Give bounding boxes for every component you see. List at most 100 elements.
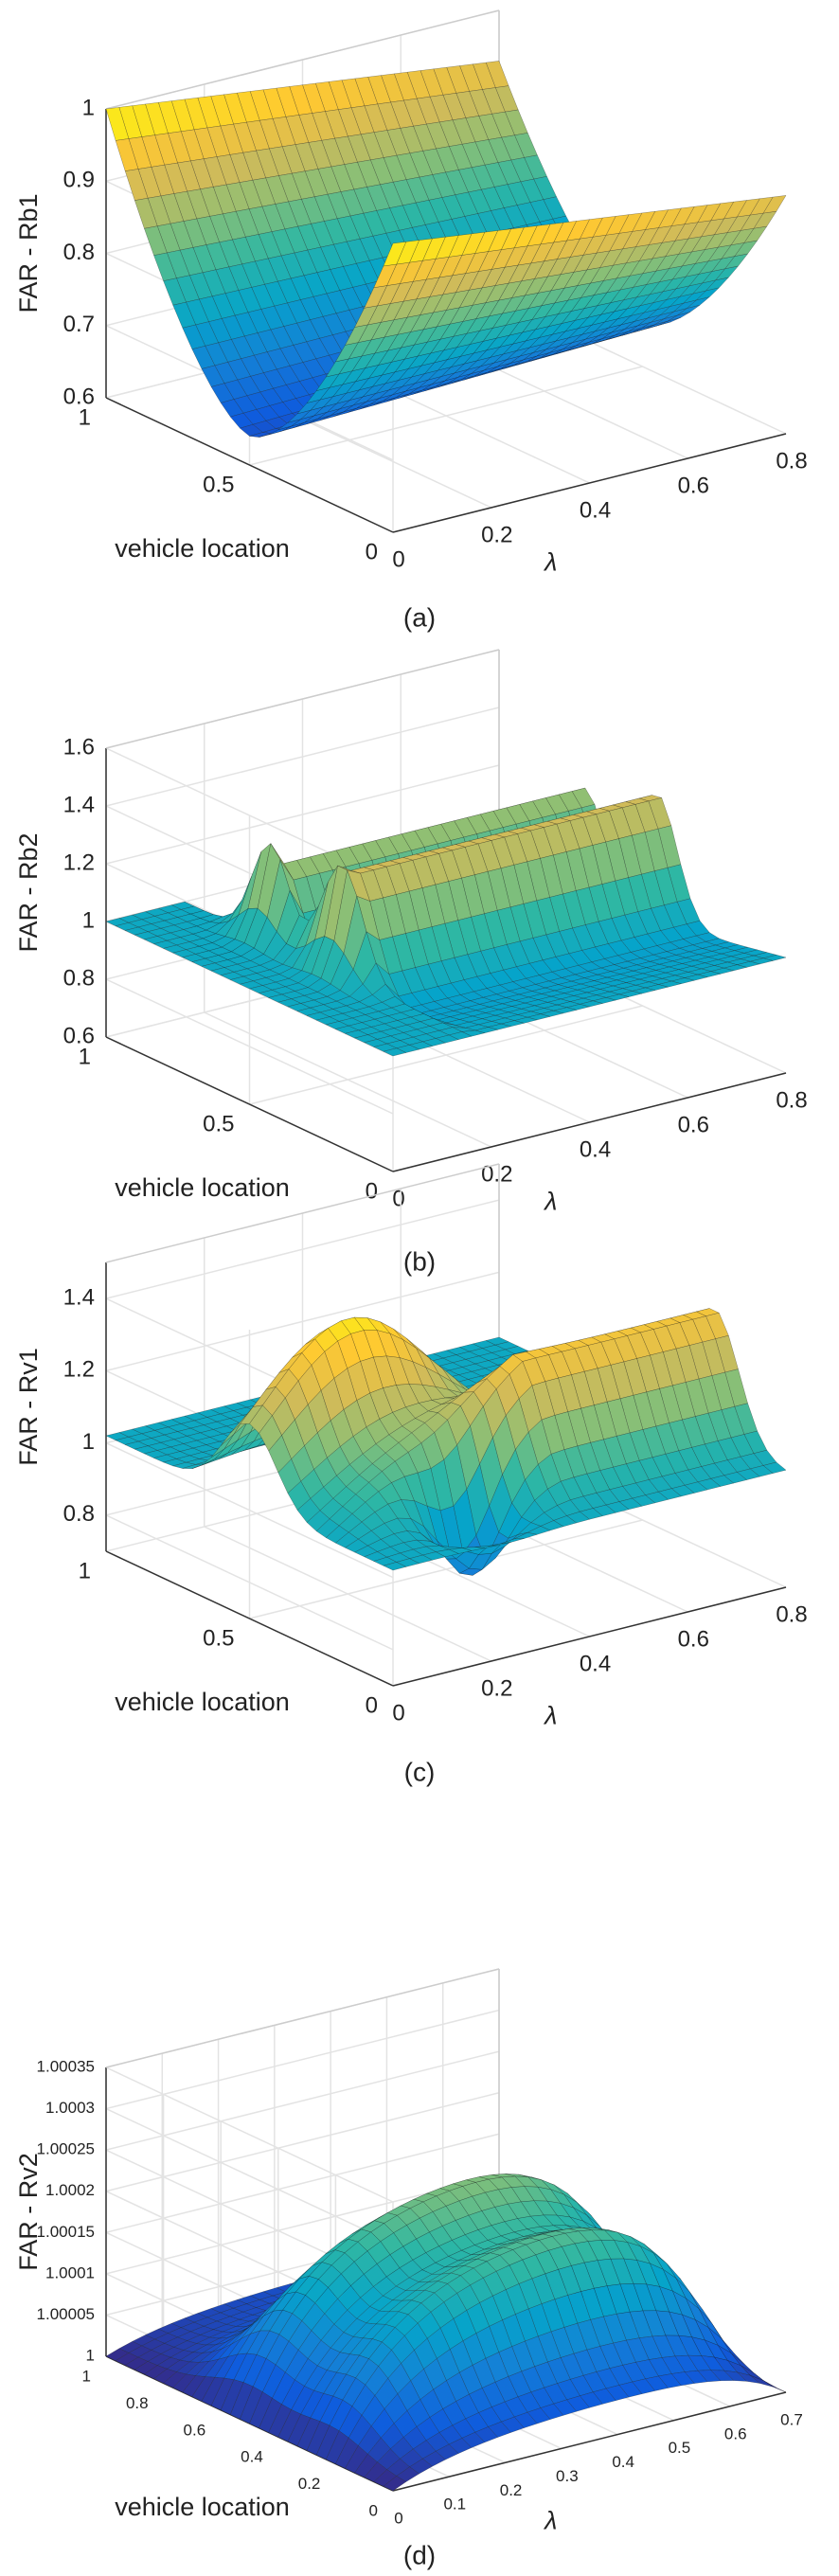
panel: 0.8 1 1.2 1.4 0 0.2 0.4 0.6 0.8 0 0.5 1 FAR - Rv1 veh… xyxy=(14,1163,808,1786)
x-tick-label: 0.6 xyxy=(678,473,709,498)
x-tick-label: 0.7 xyxy=(780,2410,803,2428)
grid-line xyxy=(249,366,643,466)
x-axis-label: λ xyxy=(543,2506,557,2534)
z-tick-label: 1.0002 xyxy=(45,2181,95,2199)
surface-patch xyxy=(383,1047,407,1057)
y-tick-label: 1 xyxy=(79,1044,91,1069)
z-axis-label: FAR - Rb1 xyxy=(14,193,43,313)
grid-line xyxy=(105,2009,500,2110)
z-tick-label: 1.0003 xyxy=(45,2099,95,2117)
x-tick-label: 0 xyxy=(392,1700,404,1726)
x-tick-label: 0.8 xyxy=(776,1087,807,1113)
caption: (d) xyxy=(403,2540,436,2569)
x-tick-label: 0.4 xyxy=(580,497,611,523)
y-tick-label: 0.4 xyxy=(241,2448,263,2466)
y-axis-label: vehicle location xyxy=(115,534,290,563)
axis-line xyxy=(105,397,394,533)
y-tick-label: 0.5 xyxy=(203,1625,234,1651)
z-axis-label: FAR - Rb2 xyxy=(14,832,43,952)
z-tick-label: 1 xyxy=(82,907,95,933)
x-tick-label: 0 xyxy=(392,1186,404,1211)
x-tick-label: 0.8 xyxy=(776,448,807,474)
y-axis-label: vehicle location xyxy=(115,1173,290,1202)
z-tick-label: 0.6 xyxy=(63,384,95,409)
axis-line xyxy=(105,1550,394,1687)
y-tick-label: 0 xyxy=(366,1692,378,1718)
y-tick-label: 0 xyxy=(366,539,378,564)
panel: 0.6 0.8 1 1.2 1.4 1.6 0 0.2 0.4 0.6 0.8 0 0.5 1 FAR - … xyxy=(14,649,808,1276)
grid-line xyxy=(105,2066,394,2203)
z-tick-label: 0.7 xyxy=(63,312,95,337)
x-tick-label: 0 xyxy=(394,2509,402,2527)
z-tick-label: 1.00025 xyxy=(37,2140,95,2158)
x-tick-label: 0.2 xyxy=(481,1161,512,1187)
z-tick-label: 1.2 xyxy=(63,850,95,875)
z-tick-label: 1.00035 xyxy=(37,2057,95,2075)
y-tick-label: 0 xyxy=(369,2501,378,2519)
x-axis-label: λ xyxy=(543,1701,557,1729)
y-tick-label: 0 xyxy=(366,1178,378,1204)
z-axis-label: FAR - Rv2 xyxy=(14,2153,43,2271)
x-tick-label: 0.6 xyxy=(724,2424,747,2442)
grid-line xyxy=(105,2107,394,2245)
x-axis-label: λ xyxy=(543,547,557,576)
axis-line xyxy=(392,2391,787,2492)
box-edge xyxy=(105,649,500,749)
y-axis-label: vehicle location xyxy=(115,2493,290,2521)
axis-line xyxy=(392,1072,787,1172)
surface xyxy=(105,2174,787,2492)
y-tick-label: 0.2 xyxy=(298,2475,321,2493)
z-tick-label: 1 xyxy=(82,95,95,120)
z-tick-label: 0.9 xyxy=(63,168,95,193)
surface xyxy=(105,787,787,1057)
y-tick-label: 0.5 xyxy=(203,472,234,497)
grid-line xyxy=(249,1005,643,1105)
surface-patch xyxy=(383,242,407,267)
y-tick-label: 0.8 xyxy=(126,2394,149,2412)
z-tick-label: 1.00005 xyxy=(37,2305,95,2323)
y-axis-label: vehicle location xyxy=(115,1688,290,1716)
surface-patch xyxy=(383,1562,407,1571)
box-edge xyxy=(105,1968,500,2068)
surface-patch xyxy=(383,2476,407,2492)
caption: (b) xyxy=(403,1246,436,1276)
x-tick-label: 0.2 xyxy=(481,522,512,547)
y-tick-label: 1 xyxy=(79,404,91,430)
z-tick-label: 1.2 xyxy=(63,1357,95,1383)
caption: (a) xyxy=(403,602,436,632)
z-tick-label: 1.00015 xyxy=(37,2223,95,2241)
grid-line xyxy=(249,1519,643,1619)
y-tick-label: 0.5 xyxy=(203,1111,234,1136)
z-axis-label: FAR - Rv1 xyxy=(14,1348,43,1466)
x-tick-label: 0.6 xyxy=(678,1626,709,1652)
panel: 0.6 0.7 0.8 0.9 1 0 0.2 0.4 0.6 0.8 0 0.5 1 FAR - Rb1… xyxy=(14,9,808,632)
surface xyxy=(105,1308,787,1576)
z-tick-label: 1.4 xyxy=(63,792,95,817)
y-tick-label: 1 xyxy=(82,2367,91,2385)
axis-line xyxy=(392,1586,787,1687)
axis-line xyxy=(392,433,787,533)
grid-line xyxy=(105,2050,500,2151)
x-tick-label: 0.3 xyxy=(556,2467,579,2485)
caption: (c) xyxy=(404,1757,436,1786)
y-tick-label: 1 xyxy=(79,1558,91,1583)
grid-line xyxy=(105,2133,500,2234)
z-tick-label: 1 xyxy=(86,2346,95,2364)
axis-line xyxy=(105,1036,394,1172)
grid-line xyxy=(105,2091,500,2192)
y-tick-label: 0.6 xyxy=(184,2421,206,2439)
x-tick-label: 0.6 xyxy=(678,1112,709,1137)
x-tick-label: 0.2 xyxy=(500,2481,523,2499)
x-tick-label: 0.4 xyxy=(580,1136,611,1162)
z-tick-label: 1.4 xyxy=(63,1284,95,1310)
panel: 1 1.00005 1.0001 1.00015 1.0002 1.00025 1.0003… xyxy=(14,1968,803,2569)
z-tick-label: 1 xyxy=(82,1429,95,1455)
box-edge xyxy=(105,9,500,110)
surface xyxy=(105,61,787,438)
z-tick-label: 1.0001 xyxy=(45,2263,95,2281)
z-tick-label: 0.8 xyxy=(63,1501,95,1527)
z-tick-label: 1.6 xyxy=(63,734,95,760)
x-tick-label: 0.5 xyxy=(669,2439,691,2457)
x-tick-label: 0.1 xyxy=(443,2496,466,2513)
